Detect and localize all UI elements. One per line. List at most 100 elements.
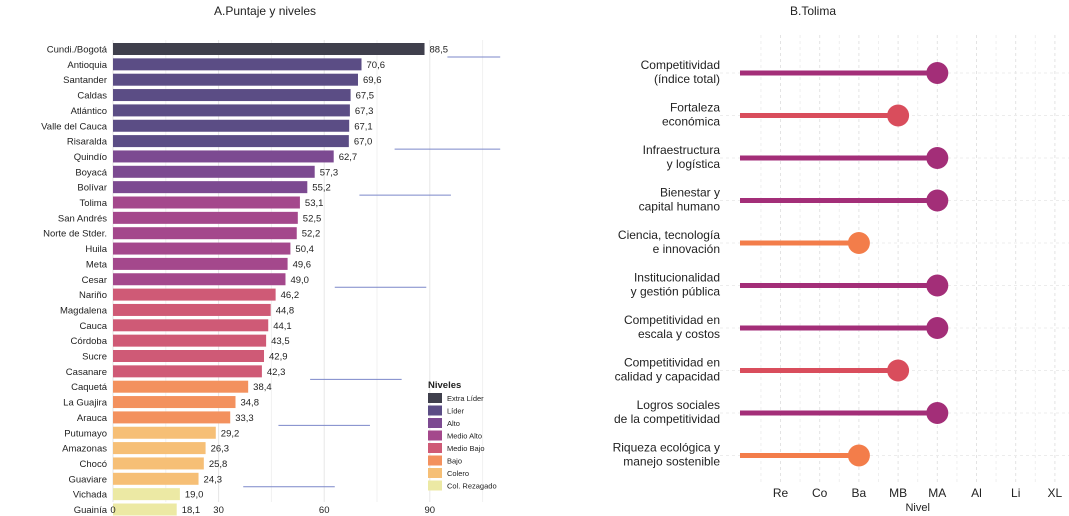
value-label: 46,2 (281, 290, 300, 301)
value-label: 67,0 (354, 137, 373, 148)
category-label: Guainía (74, 505, 108, 516)
category-label: Atlántico (71, 106, 107, 117)
bar (113, 89, 351, 102)
x-tick-label: MA (928, 486, 946, 500)
value-label: 55,2 (312, 183, 331, 194)
value-label: 49,0 (290, 275, 309, 286)
x-tick-label: Ba (852, 486, 867, 500)
category-label: Infraestructura (643, 143, 721, 157)
bar (113, 119, 350, 132)
x-tick-label: 30 (213, 505, 224, 516)
category-label: Logros sociales (637, 398, 720, 412)
category-label: Guaviare (68, 474, 107, 485)
category-label: Institucionalidad (634, 271, 720, 285)
value-label: 33,3 (235, 413, 254, 424)
category-label: Sucre (82, 352, 107, 363)
category-label: Meta (86, 259, 108, 270)
category-label: Boyacá (75, 167, 107, 178)
value-label: 29,2 (221, 428, 240, 439)
category-label: (índice total) (654, 72, 720, 86)
bar (113, 43, 425, 55)
category-label: Huila (85, 244, 107, 255)
category-label: Caquetá (71, 382, 108, 393)
value-label: 57,3 (320, 167, 339, 178)
value-label: 53,1 (305, 198, 324, 209)
category-label: y gestión pública (631, 285, 721, 299)
category-label: Fortaleza (670, 101, 720, 115)
bar (113, 319, 269, 332)
category-label: económica (662, 115, 720, 129)
lollipop-dot (847, 232, 870, 254)
bar (113, 380, 249, 393)
bar (113, 104, 350, 117)
bar (113, 472, 199, 485)
legend-title: Niveles (428, 380, 461, 391)
category-label: y logística (667, 157, 721, 171)
lollipop-dot (887, 104, 910, 127)
legend-swatch (428, 468, 442, 478)
bar (113, 288, 276, 301)
x-axis-label: Nivel (905, 502, 929, 514)
legend-label: Col. Rezagado (447, 482, 497, 491)
category-label: Competitividad en (624, 313, 720, 327)
legend-label: Alto (447, 419, 460, 428)
value-label: 25,8 (209, 459, 228, 470)
x-tick-label: XL (1048, 486, 1063, 500)
value-label: 26,3 (211, 444, 230, 455)
lollipop-dot (926, 402, 949, 424)
category-label: Magdalena (60, 305, 108, 316)
value-label: 42,3 (267, 367, 286, 378)
bar (113, 135, 349, 148)
value-label: 42,9 (269, 352, 288, 363)
bar (113, 457, 204, 470)
value-label: 67,5 (356, 91, 375, 102)
lollipop-dot (926, 62, 949, 84)
x-tick-label: Re (773, 486, 789, 500)
category-label: Bienestar y (660, 186, 720, 200)
bar (113, 411, 231, 424)
legend-label: Medio Bajo (447, 444, 485, 453)
category-label: La Guajira (63, 398, 108, 409)
category-label: Chocó (80, 459, 107, 470)
category-label: Nariño (79, 290, 107, 301)
value-label: 19,0 (185, 490, 204, 501)
lollipop-dot (887, 359, 910, 382)
bar (113, 350, 265, 362)
value-label: 43,5 (271, 336, 290, 347)
lollipop-dot (847, 444, 870, 467)
category-label: Risaralda (67, 137, 108, 148)
value-label: 62,7 (339, 152, 358, 163)
value-label: 70,6 (367, 60, 386, 71)
legend-swatch (428, 393, 442, 403)
value-label: 34,8 (240, 398, 259, 409)
category-label: manejo sostenible (623, 455, 720, 469)
category-label: Bolívar (77, 183, 107, 194)
category-label: Cauca (80, 321, 108, 332)
legend-label: Colero (447, 469, 469, 478)
legend-label: Medio Alto (447, 432, 482, 441)
legend-swatch (428, 480, 442, 491)
legend-swatch (428, 405, 442, 416)
category-label: Quindío (74, 152, 107, 163)
x-tick-label: 90 (425, 505, 436, 516)
lollipop-dot (926, 147, 949, 169)
category-label: Putumayo (64, 428, 107, 439)
value-label: 38,4 (253, 382, 272, 393)
category-label: Competitividad (641, 58, 720, 72)
bar (113, 426, 216, 439)
value-label: 18,1 (182, 505, 201, 516)
category-label: Riqueza ecológica y (613, 441, 720, 455)
x-tick-label: 0 (110, 505, 115, 516)
value-label: 44,8 (276, 305, 295, 316)
bar (113, 503, 177, 516)
value-label: 24,3 (204, 474, 223, 485)
bar (113, 165, 315, 178)
value-label: 50,4 (295, 244, 314, 255)
category-label: Antioquia (67, 60, 107, 71)
bar (113, 150, 334, 163)
category-label: e innovación (653, 242, 720, 256)
category-label: Amazonas (62, 444, 107, 455)
lollipop-dot (926, 274, 949, 297)
bar (113, 442, 206, 455)
